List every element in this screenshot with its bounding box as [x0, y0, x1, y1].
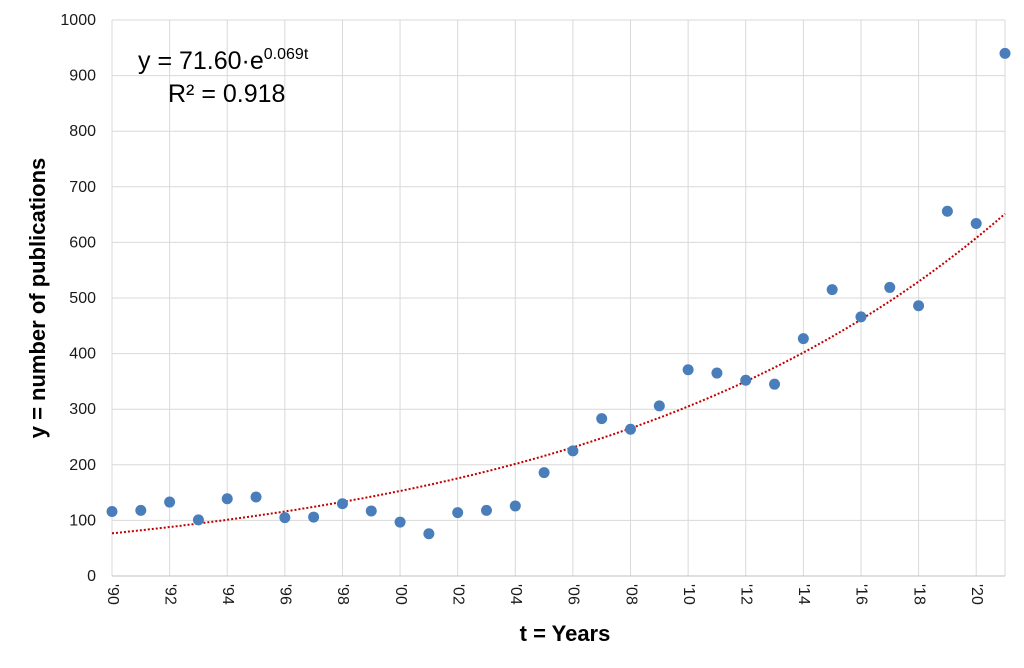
data-point: [106, 506, 118, 518]
y-tick-label: 100: [69, 512, 96, 529]
y-tick-label: 500: [69, 290, 96, 307]
data-point: [567, 445, 579, 457]
data-point: [308, 511, 320, 523]
x-tick-label: '92: [161, 584, 178, 605]
x-tick-label: '18: [910, 584, 927, 605]
equation-exponent: 0.069t: [264, 46, 309, 63]
gridlines: [111, 19, 1006, 576]
data-point: [826, 284, 838, 296]
x-tick-label: '90: [104, 584, 121, 605]
y-axis-title: y = number of publications: [25, 158, 50, 439]
data-point: [625, 423, 637, 435]
data-point: [596, 413, 608, 425]
data-point: [769, 378, 781, 390]
y-tick-label: 200: [69, 457, 96, 474]
y-tick-labels: 0 100 200 300 400 500 600 700 800 900 1000: [60, 12, 96, 585]
data-point: [999, 47, 1011, 59]
y-tick-label: 300: [69, 401, 96, 418]
x-tick-label: '20: [968, 584, 985, 605]
x-tick-label: '06: [565, 584, 582, 605]
data-point: [682, 364, 694, 376]
x-tick-label: '12: [738, 584, 755, 605]
data-point: [653, 400, 665, 412]
data-point: [884, 281, 896, 293]
data-point: [941, 205, 953, 217]
x-tick-label: '04: [507, 584, 524, 605]
data-point: [365, 505, 377, 517]
data-point: [221, 493, 233, 505]
data-point: [164, 496, 176, 508]
data-point: [452, 507, 464, 519]
y-tick-label: 400: [69, 346, 96, 363]
equation-prefix: y = 71.60·e: [138, 47, 264, 75]
y-tick-label: 800: [69, 123, 96, 140]
data-point: [192, 514, 204, 526]
data-point: [797, 333, 809, 345]
x-tick-label: '02: [449, 584, 466, 605]
data-point: [970, 217, 982, 229]
data-point: [394, 516, 406, 528]
x-tick-labels: '90 '92 '94 '96 '98 '00 '02 '04 '06 '08 '10 '12 '14 '…: [104, 584, 985, 605]
data-point: [423, 528, 435, 540]
data-point: [711, 367, 723, 379]
equation-text: y = 71.60·e0.069t: [138, 46, 309, 75]
data-point: [855, 311, 867, 323]
x-tick-label: '16: [853, 584, 870, 605]
y-tick-label: 600: [69, 234, 96, 251]
x-tick-label: '00: [392, 584, 409, 605]
exponential-trendline: [111, 213, 1006, 535]
data-point: [135, 504, 147, 516]
r-squared-text: R² = 0.918: [168, 80, 285, 108]
y-tick-label: 700: [69, 179, 96, 196]
x-tick-label: '08: [622, 584, 639, 605]
data-point: [250, 491, 262, 503]
data-point: [740, 374, 752, 386]
y-tick-label: 1000: [60, 12, 96, 29]
x-tick-label: '10: [680, 584, 697, 605]
equation-annotation: y = 71.60·e0.069t R² = 0.918: [138, 46, 309, 108]
x-axis-title: t = Years: [520, 621, 611, 646]
data-point: [279, 512, 291, 524]
x-tick-label: '94: [219, 584, 236, 605]
x-tick-label: '14: [795, 584, 812, 605]
data-point: [538, 467, 550, 479]
x-tick-label: '98: [334, 584, 351, 605]
data-point: [336, 498, 348, 510]
data-point: [480, 504, 492, 516]
x-tick-label: '96: [277, 584, 294, 605]
data-points: [106, 47, 1011, 540]
data-point: [509, 500, 521, 512]
data-point: [913, 300, 925, 312]
y-tick-label: 0: [87, 568, 96, 585]
y-tick-label: 900: [69, 68, 96, 85]
